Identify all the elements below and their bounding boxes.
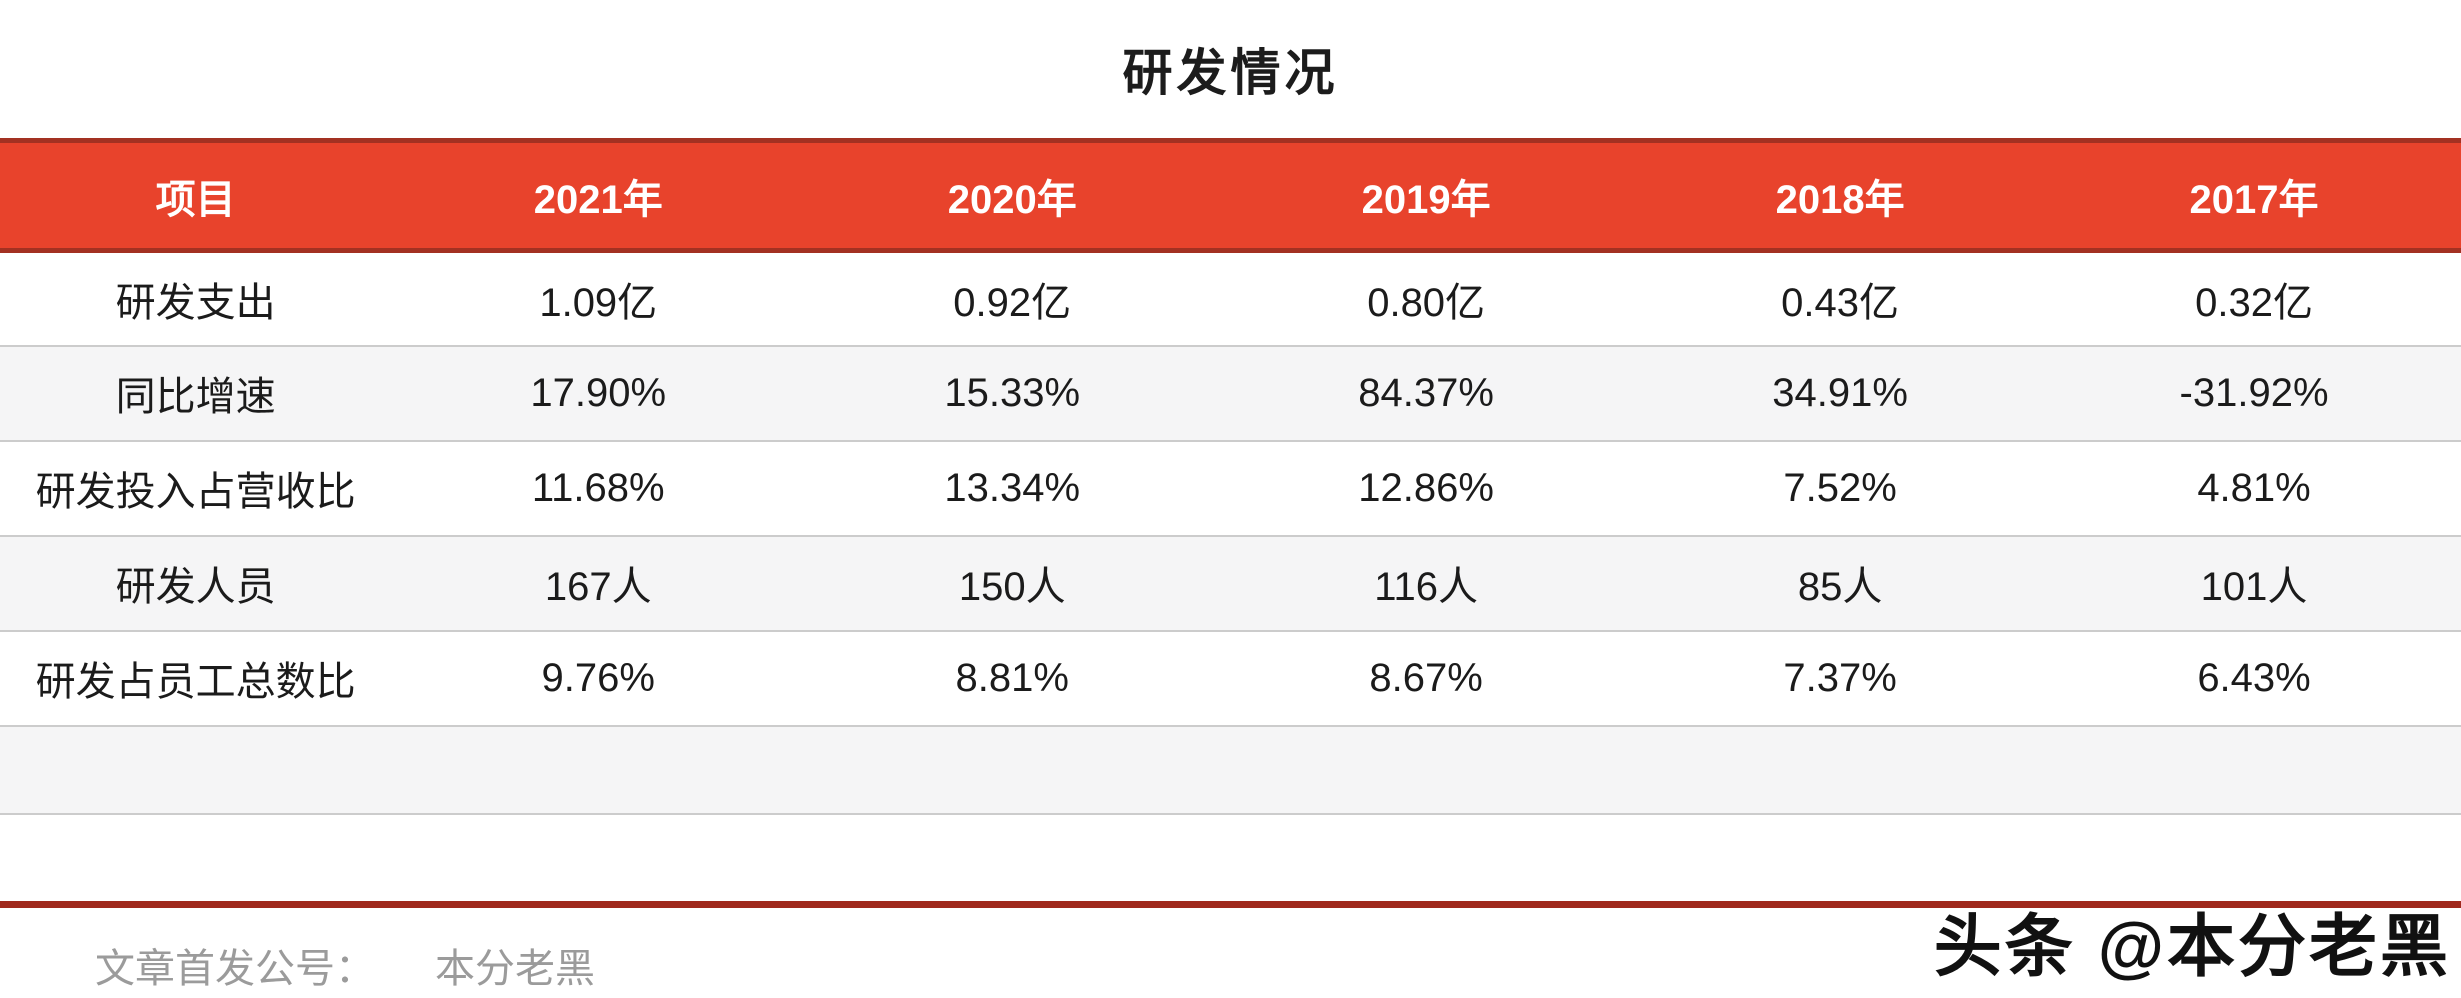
- rd-data-table: 项目 2021年 2020年 2019年 2018年 2017年 研发支出 1.…: [0, 138, 2461, 815]
- table-cell: 34.91%: [1633, 344, 2048, 441]
- table-cell: 116人: [1219, 534, 1634, 631]
- table-cell: -31.92%: [2047, 344, 2461, 441]
- table-cell: 15.33%: [805, 344, 1220, 441]
- page-title: 研发情况: [1122, 45, 1339, 101]
- header-cell-2019: 2019年: [1219, 138, 1634, 253]
- header-cell-2017: 2017年: [2047, 138, 2461, 253]
- table-cell: 6.43%: [2047, 629, 2461, 726]
- table-row-rd-revenue-ratio: 研发投入占营收比 11.68% 13.34% 12.86% 7.52% 4.81…: [0, 439, 2461, 536]
- table-row-yoy-growth: 同比增速 17.90% 15.33% 84.37% 34.91% -31.92%: [0, 344, 2461, 441]
- toutiao-watermark: 头条 @本分老黑: [1933, 909, 2451, 985]
- footer-divider: [0, 900, 2461, 908]
- row-label: 研发投入占营收比: [0, 439, 392, 536]
- table-row-rd-staff-ratio: 研发占员工总数比 9.76% 8.81% 8.67% 7.37% 6.43%: [0, 629, 2461, 726]
- header-row: 项目 2021年 2020年 2019年 2018年 2017年: [0, 138, 2461, 253]
- table-cell: 150人: [805, 534, 1220, 631]
- table-cell: 9.76%: [391, 629, 806, 726]
- table-cell: 84.37%: [1219, 344, 1634, 441]
- table-cell: 7.37%: [1633, 629, 2048, 726]
- footer-source-label: 文章首发公号：: [95, 946, 375, 991]
- table-cell: 7.52%: [1633, 439, 2048, 536]
- table-cell: 13.34%: [805, 439, 1220, 536]
- table-row-empty: [0, 724, 2461, 815]
- table-cell: 0.92亿: [805, 249, 1220, 346]
- table-row-rd-staff: 研发人员 167人 150人 116人 85人 101人: [0, 534, 2461, 631]
- bottom-gap: [0, 814, 2461, 901]
- row-label: 研发支出: [0, 249, 392, 346]
- table-cell: 8.81%: [805, 629, 1220, 726]
- table-cell: 0.32亿: [2047, 249, 2461, 346]
- row-label: 研发人员: [0, 534, 392, 631]
- table-cell: 11.68%: [391, 439, 806, 536]
- row-label: 研发占员工总数比: [0, 629, 392, 726]
- header-cell-2021: 2021年: [391, 138, 806, 253]
- table-cell: 85人: [1633, 534, 2048, 631]
- empty-cell: [0, 724, 2461, 815]
- table-header: 项目 2021年 2020年 2019年 2018年 2017年: [0, 138, 2461, 253]
- table-cell: 0.80亿: [1219, 249, 1634, 346]
- table-cell: 0.43亿: [1633, 249, 2048, 346]
- title-bar: 研发情况: [0, 0, 2461, 138]
- table-cell: 167人: [391, 534, 806, 631]
- table-cell: 1.09亿: [391, 249, 806, 346]
- table-cell: 8.67%: [1219, 629, 1634, 726]
- header-cell-item: 项目: [0, 138, 392, 253]
- footer: 文章首发公号： 本分老黑: [0, 908, 2461, 994]
- table-cell: 12.86%: [1219, 439, 1634, 536]
- footer-account-name: 本分老黑: [435, 946, 595, 991]
- table-cell: 101人: [2047, 534, 2461, 631]
- row-label: 同比增速: [0, 344, 392, 441]
- header-cell-2020: 2020年: [805, 138, 1220, 253]
- header-cell-2018: 2018年: [1633, 138, 2048, 253]
- table-body: 研发支出 1.09亿 0.92亿 0.80亿 0.43亿 0.32亿 同比增速 …: [0, 249, 2461, 815]
- table-row-rd-spend: 研发支出 1.09亿 0.92亿 0.80亿 0.43亿 0.32亿: [0, 249, 2461, 346]
- table-cell: 17.90%: [391, 344, 806, 441]
- table-cell: 4.81%: [2047, 439, 2461, 536]
